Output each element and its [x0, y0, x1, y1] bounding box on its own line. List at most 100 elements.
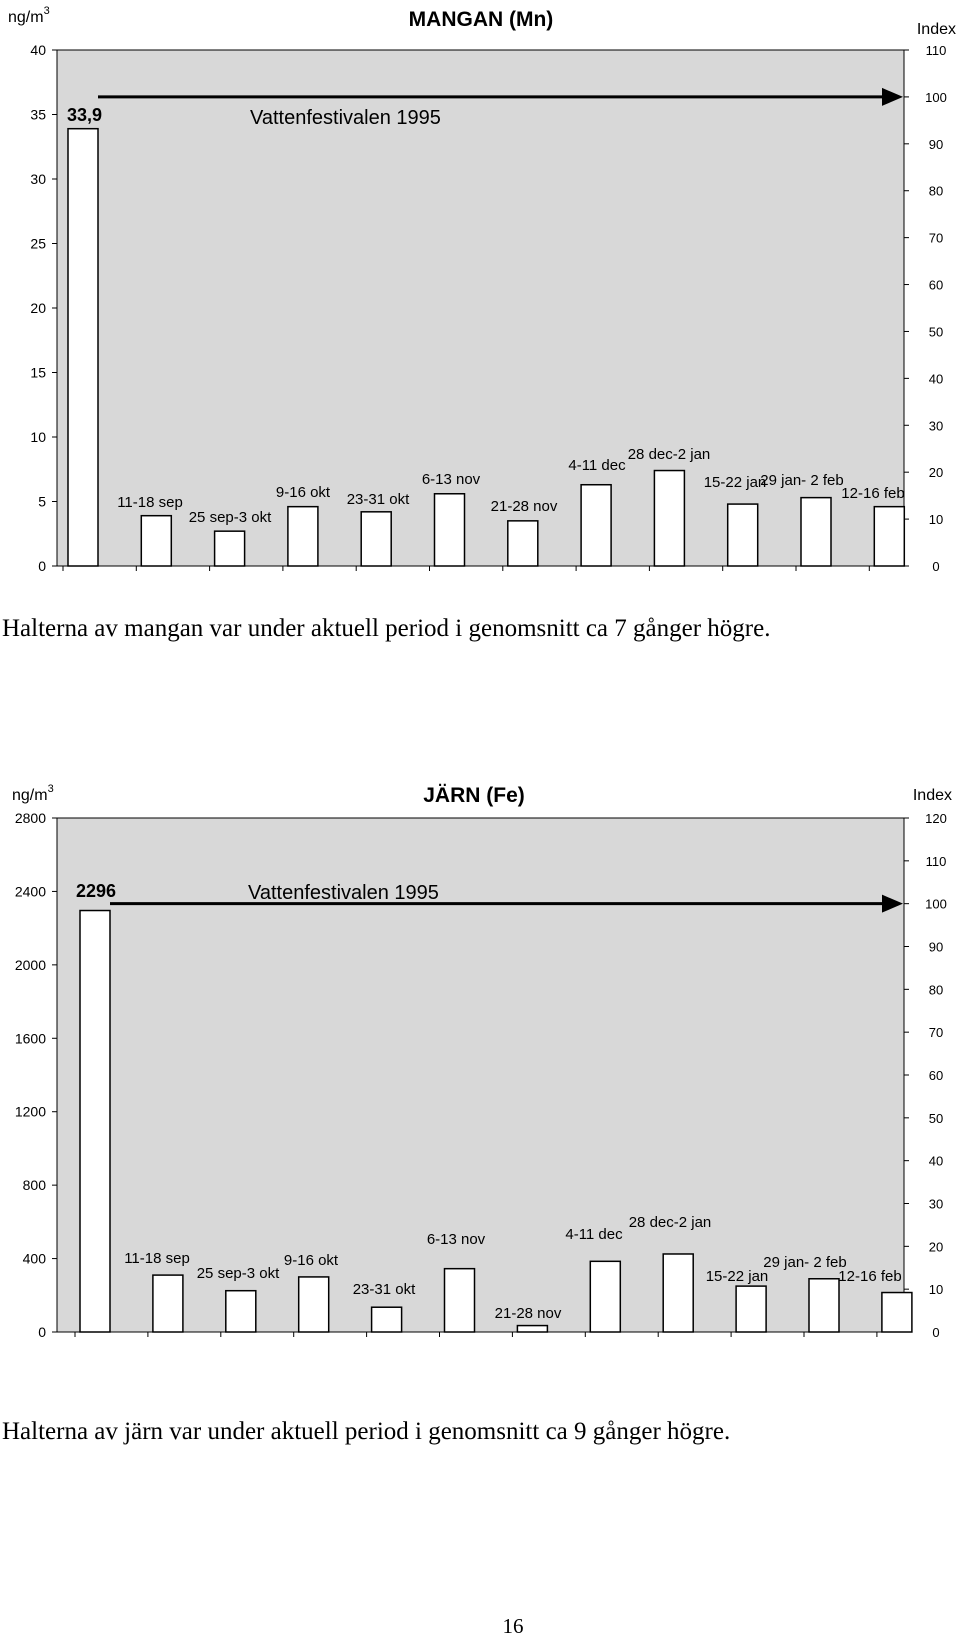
- fe-y-tick-label-6: 2400: [15, 883, 46, 899]
- fe-bar-5: [443, 1267, 476, 1333]
- fe-bar-label-10: 29 jan- 2 feb: [763, 1254, 846, 1271]
- mn-bar-label-6: 21-28 nov: [491, 498, 558, 515]
- mn-y2-axis-label: Index: [917, 21, 956, 38]
- fe-bar-8: [662, 1253, 694, 1333]
- fe-y2-axis-label: Index: [913, 787, 952, 804]
- fe-y2-tick-label-3: 30: [929, 1197, 943, 1212]
- mn-y2-tick-label-2: 20: [929, 465, 943, 480]
- fe-bar-2: [225, 1289, 257, 1333]
- fe-y2-tick-label-2: 20: [929, 1239, 943, 1254]
- mn-bar-label-7: 4-11 dec: [568, 457, 626, 474]
- mn-y2-tick-label-11: 110: [926, 43, 947, 58]
- fe-value-label-0: 2296: [76, 881, 116, 901]
- fe-bar-7: [589, 1260, 622, 1333]
- mn-y-axis-label: ng/m3: [8, 5, 50, 26]
- mn-bar-7: [580, 483, 612, 567]
- mn-y-tick-label-2: 10: [30, 429, 46, 445]
- fe-bar-4: [370, 1306, 403, 1333]
- page-number: 16: [502, 1614, 524, 1638]
- fe-annotation-text: Vattenfestivalen 1995: [248, 882, 439, 904]
- fe-y2-tick-label-11: 110: [926, 854, 947, 869]
- fe-y-tick-label-5: 2000: [15, 957, 46, 973]
- fe-bar-label-11: 12-16 feb: [838, 1268, 901, 1285]
- fe-bar-0: [79, 909, 111, 1333]
- fe-bar-10: [808, 1278, 840, 1333]
- mn-annotation-text: Vattenfestivalen 1995: [250, 107, 441, 129]
- fe-y-tick-label-1: 400: [23, 1251, 47, 1267]
- mn-annotation-arrow-head: [882, 87, 903, 106]
- mn-y-tick-label-8: 40: [30, 42, 46, 58]
- fe-bar-3: [297, 1276, 330, 1333]
- iron-chart: 0 400 800 1200 1600 2000 2400 2800 0 10 20 30 40 50 60…: [12, 783, 952, 1340]
- fe-bar-label-3: 9-16 okt: [284, 1252, 339, 1269]
- mn-bar-8: [653, 469, 686, 567]
- mn-y2-tick-label-4: 40: [929, 371, 943, 386]
- mn-bar-4: [360, 511, 392, 567]
- fe-y2-tick-label-7: 70: [929, 1025, 943, 1040]
- fe-bar-label-5: 6-13 nov: [427, 1231, 486, 1248]
- mn-bar-label-3: 9-16 okt: [276, 484, 331, 501]
- mn-bar-9: [726, 503, 759, 567]
- fe-bar-label-4: 23-31 okt: [353, 1281, 416, 1298]
- mn-y-tick-label-7: 35: [30, 107, 46, 123]
- iron-caption: Halterna av järn var under aktuell perio…: [2, 1418, 731, 1445]
- mn-y-tick-label-0: 0: [38, 558, 46, 574]
- fe-bar-1: [152, 1274, 184, 1333]
- fe-bar-label-6: 21-28 nov: [495, 1305, 562, 1322]
- mn-bar-label-8: 28 dec-2 jan: [628, 446, 711, 463]
- manganese-caption: Halterna av mangan var under aktuell per…: [2, 615, 771, 642]
- fe-y-axis-label: ng/m3: [12, 783, 54, 804]
- mn-bar-label-5: 6-13 nov: [422, 471, 481, 488]
- fe-y2-tick-label-5: 50: [929, 1111, 943, 1126]
- mn-y-tick-label-6: 30: [30, 171, 46, 187]
- fe-bar-9: [735, 1285, 767, 1333]
- mn-bar-0: [67, 127, 99, 567]
- mn-y2-tick-label-10: 100: [925, 90, 947, 105]
- mn-chart-title: MANGAN (Mn): [409, 8, 554, 31]
- fe-bar-6: [516, 1324, 549, 1333]
- mn-y2-tick-label-1: 10: [929, 512, 943, 527]
- mn-y-tick-label-5: 25: [30, 236, 46, 252]
- mn-bar-2: [213, 530, 246, 567]
- mn-bar-10: [800, 496, 832, 567]
- mn-bar-label-9: 15-22 jan: [704, 474, 767, 491]
- fe-bar-label-1: 11-18 sep: [124, 1250, 190, 1267]
- mn-bar-label-2: 25 sep-3 okt: [189, 509, 272, 526]
- mn-y-tick-label-3: 15: [30, 365, 46, 381]
- fe-y-tick-label-7: 2800: [15, 810, 46, 826]
- fe-y-tick-label-3: 1200: [15, 1104, 46, 1120]
- manganese-chart: 0 5 10 15 20 25 30 35 40 0 10 20 30 40 50 60 70 80 90 100 11…: [8, 5, 956, 574]
- mn-plot-area: [56, 49, 905, 567]
- fe-bar-label-9: 15-22 jan: [706, 1268, 769, 1285]
- fe-y2-tick-label-1: 10: [929, 1282, 943, 1297]
- fe-y-tick-label-4: 1600: [15, 1030, 46, 1046]
- fe-y2-tick-label-9: 90: [929, 940, 943, 955]
- mn-bar-3: [287, 505, 319, 567]
- mn-bar-label-11: 12-16 feb: [841, 485, 904, 502]
- fe-bar-label-2: 25 sep-3 okt: [197, 1265, 280, 1282]
- mn-bar-1: [140, 514, 173, 567]
- fe-y2-tick-label-12: 120: [925, 811, 947, 826]
- fe-y2-tick-label-8: 80: [929, 982, 943, 997]
- mn-y2-tick-label-9: 90: [929, 137, 943, 152]
- fe-y2-tick-label-6: 60: [929, 1068, 943, 1083]
- fe-annotation-arrow-head: [882, 894, 903, 913]
- mn-y2-tick-label-6: 60: [929, 278, 943, 293]
- mn-y-tick-label-4: 20: [30, 300, 46, 316]
- fe-y-tick-label-0: 0: [38, 1324, 46, 1340]
- mn-bar-label-4: 23-31 okt: [347, 491, 410, 508]
- mn-y2-tick-label-5: 50: [929, 324, 943, 339]
- mn-y-tick-label-1: 5: [38, 494, 46, 510]
- mn-bar-6: [507, 520, 539, 567]
- fe-y2-tick-label-4: 40: [929, 1154, 943, 1169]
- fe-bar-11: [881, 1291, 913, 1333]
- fe-y-tick-label-2: 800: [23, 1177, 47, 1193]
- mn-y2-tick-label-0: 0: [932, 559, 939, 574]
- mn-y2-tick-label-7: 70: [929, 231, 943, 246]
- mn-bar-label-10: 29 jan- 2 feb: [760, 472, 843, 489]
- mn-y2-tick-label-3: 30: [929, 418, 943, 433]
- mn-bar-11: [873, 505, 906, 567]
- mn-y2-tick-label-8: 80: [929, 184, 943, 199]
- fe-chart-title: JÄRN (Fe): [423, 784, 525, 807]
- fe-bar-label-8: 28 dec-2 jan: [629, 1214, 712, 1231]
